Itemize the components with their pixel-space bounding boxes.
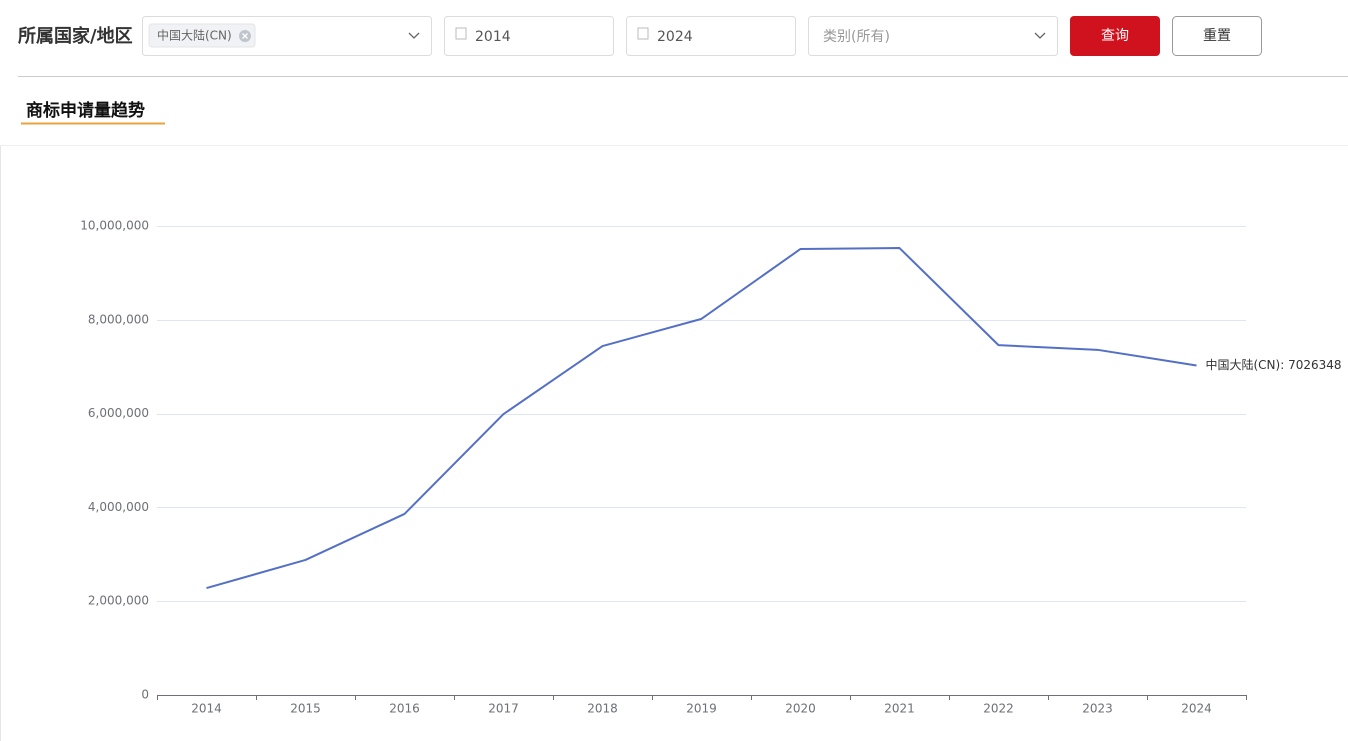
date-text: 2014 xyxy=(475,29,511,45)
y-tick-label: 6,000,000 xyxy=(88,406,149,420)
y-tick-label: 0 xyxy=(141,688,149,702)
start-date[interactable]: 2014 xyxy=(444,16,614,56)
calendar-icon xyxy=(455,27,467,40)
x-tick-label: 2021 xyxy=(884,702,915,716)
category-select[interactable]: 类别(所有) xyxy=(808,16,1058,56)
date-text: 2024 xyxy=(657,29,693,45)
filter-label: 所属国家/地区 xyxy=(18,25,133,47)
select-placeholder: 类别(所有) xyxy=(823,29,890,45)
x-tick-label: 2019 xyxy=(686,702,717,716)
x-tick-label: 2016 xyxy=(389,702,420,716)
x-tick-label: 2015 xyxy=(290,702,321,716)
tag xyxy=(148,23,256,48)
y-tick-label: 4,000,000 xyxy=(88,500,149,514)
tag-text: 中国大陆(CN) xyxy=(157,28,232,43)
date-box[interactable] xyxy=(444,16,614,56)
series-line xyxy=(206,247,1197,590)
reset-button-text: 重置 xyxy=(1203,28,1231,44)
x-tick-label: 2017 xyxy=(488,702,519,716)
x-tick-label: 2018 xyxy=(587,702,618,716)
x-tick-label: 2020 xyxy=(785,702,816,716)
x-tick-label: 2024 xyxy=(1181,702,1212,716)
query-button-text: 查询 xyxy=(1101,28,1129,44)
x-tick-label: 2014 xyxy=(191,702,222,716)
section-title: 商标申请量趋势 xyxy=(26,100,145,121)
x-tick-label: 2022 xyxy=(983,702,1014,716)
reset-button[interactable] xyxy=(1172,16,1262,56)
query-button[interactable] xyxy=(1070,16,1160,56)
tag-close-x xyxy=(242,33,248,39)
date-box[interactable] xyxy=(626,16,796,56)
y-tick-label: 2,000,000 xyxy=(88,594,149,608)
x-tick-label: 2023 xyxy=(1082,702,1113,716)
end-date[interactable]: 2024 xyxy=(626,16,796,56)
end-label: 中国大陆(CN): 7026348 xyxy=(1206,357,1342,372)
country-select[interactable]: 中国大陆(CN) xyxy=(142,16,432,56)
chevron xyxy=(1034,32,1046,39)
chevron xyxy=(408,32,420,39)
y-tick-label: 8,000,000 xyxy=(88,312,149,326)
calendar-icon xyxy=(637,27,649,40)
y-tick-label: 10,000,000 xyxy=(80,219,149,233)
select-box[interactable] xyxy=(808,16,1058,56)
